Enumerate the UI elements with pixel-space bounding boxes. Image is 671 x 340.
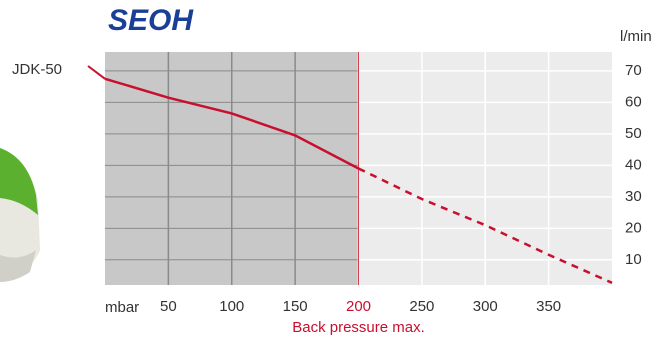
x-tick-label: 100	[219, 298, 244, 315]
x-tick-label: 150	[283, 298, 308, 315]
series-label: JDK-50	[12, 61, 62, 78]
logo-text: SEOH	[108, 4, 194, 37]
x-tick-label: 200	[346, 298, 371, 315]
y-tick-label: 20	[625, 219, 642, 236]
line-series	[104, 77, 360, 170]
y-tick-label: 70	[625, 62, 642, 79]
y-tick-label: 10	[625, 251, 642, 268]
x-tick-label: 300	[473, 298, 498, 315]
y-tick-label: 30	[625, 188, 642, 205]
y-tick-label: 60	[625, 93, 642, 110]
product-image	[0, 148, 40, 282]
x-tick-label: 250	[409, 298, 434, 315]
x-axis-label: mbar	[105, 299, 139, 316]
x-tick-label: 350	[536, 298, 561, 315]
annotation: Back pressure max.	[292, 319, 425, 336]
y-axis-label: l/min	[620, 28, 652, 45]
y-tick-label: 40	[625, 156, 642, 173]
leader-line	[87, 65, 106, 80]
y-tick-label: 50	[625, 125, 642, 142]
x-tick-label: 50	[160, 298, 177, 315]
